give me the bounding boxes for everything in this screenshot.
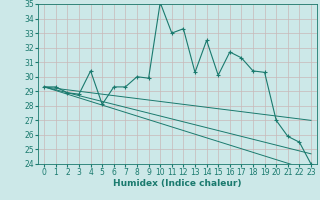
X-axis label: Humidex (Indice chaleur): Humidex (Indice chaleur) (113, 179, 242, 188)
